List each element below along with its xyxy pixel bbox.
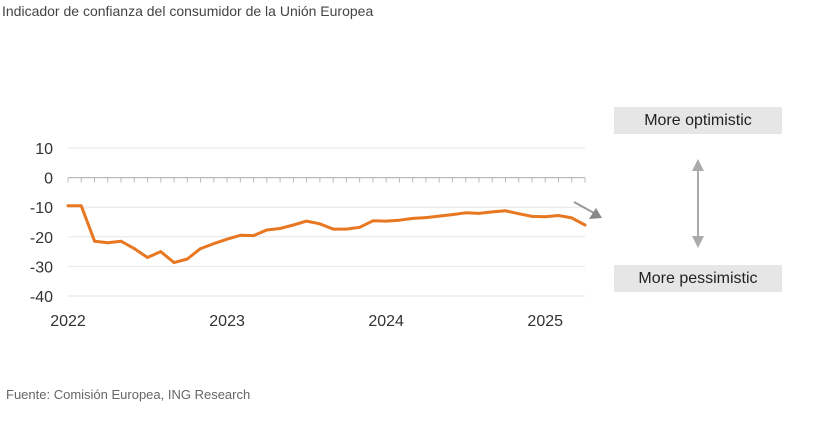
data-point xyxy=(543,215,547,219)
data-point xyxy=(504,209,507,213)
data-point xyxy=(517,212,521,216)
data-point xyxy=(530,214,534,218)
data-point xyxy=(490,210,494,214)
data-point xyxy=(238,233,242,237)
data-point xyxy=(212,242,216,246)
data-point xyxy=(411,217,415,220)
data-point xyxy=(172,261,176,264)
data-point xyxy=(557,214,560,217)
data-point xyxy=(437,214,441,218)
x-tick-label: 2025 xyxy=(527,313,563,330)
data-point xyxy=(583,223,587,227)
y-axis-ticks: 10 0 -10 -20 -30 -40 xyxy=(30,141,53,306)
y-tick-label: -20 xyxy=(30,230,53,247)
data-point xyxy=(159,250,163,254)
data-point xyxy=(79,204,83,208)
data-point xyxy=(570,216,574,220)
data-point xyxy=(477,212,481,215)
data-point xyxy=(252,234,256,238)
grid-lines xyxy=(68,147,585,297)
data-point xyxy=(132,247,136,251)
data-point xyxy=(384,219,388,223)
y-tick-label: -10 xyxy=(30,200,53,217)
data-point xyxy=(371,219,375,223)
trend-arrow-icon xyxy=(573,201,602,219)
chart-title: Indicador de confianza del consumidor de… xyxy=(2,3,374,19)
data-point xyxy=(344,227,348,231)
data-point xyxy=(331,227,335,231)
data-point xyxy=(225,237,229,241)
data-point xyxy=(185,257,189,261)
data-point xyxy=(464,211,468,215)
data-point xyxy=(93,239,96,243)
data-point xyxy=(358,225,361,229)
x-axis-minor-ticks xyxy=(67,177,586,183)
data-point xyxy=(66,204,70,208)
y-tick-label: 10 xyxy=(35,141,53,158)
data-point xyxy=(199,247,202,251)
source-note: Fuente: Comisión Europea, ING Research xyxy=(6,387,251,402)
data-point xyxy=(292,223,295,227)
x-tick-label: 2024 xyxy=(368,313,404,330)
data-point xyxy=(397,218,401,222)
data-point xyxy=(265,228,269,232)
data-point xyxy=(451,213,454,217)
x-tick-label: 2022 xyxy=(50,313,86,330)
series-group xyxy=(66,204,587,265)
y-tick-label: 0 xyxy=(44,171,53,188)
data-point xyxy=(106,241,110,245)
x-axis-ticks: 2022 2023 2024 2025 xyxy=(50,313,563,330)
double-arrow-icon xyxy=(692,159,704,248)
data-point xyxy=(278,227,282,230)
more-pessimistic-label: More pessimistic xyxy=(614,265,782,292)
series-line xyxy=(66,204,587,265)
data-point xyxy=(119,239,123,243)
data-point xyxy=(424,216,428,219)
more-optimistic-label: More optimistic xyxy=(614,107,782,134)
data-point xyxy=(318,222,322,226)
y-tick-label: -30 xyxy=(30,259,53,276)
data-point xyxy=(146,256,149,259)
y-tick-label: -40 xyxy=(30,289,53,306)
x-tick-label: 2023 xyxy=(209,313,245,330)
data-point xyxy=(305,219,309,223)
